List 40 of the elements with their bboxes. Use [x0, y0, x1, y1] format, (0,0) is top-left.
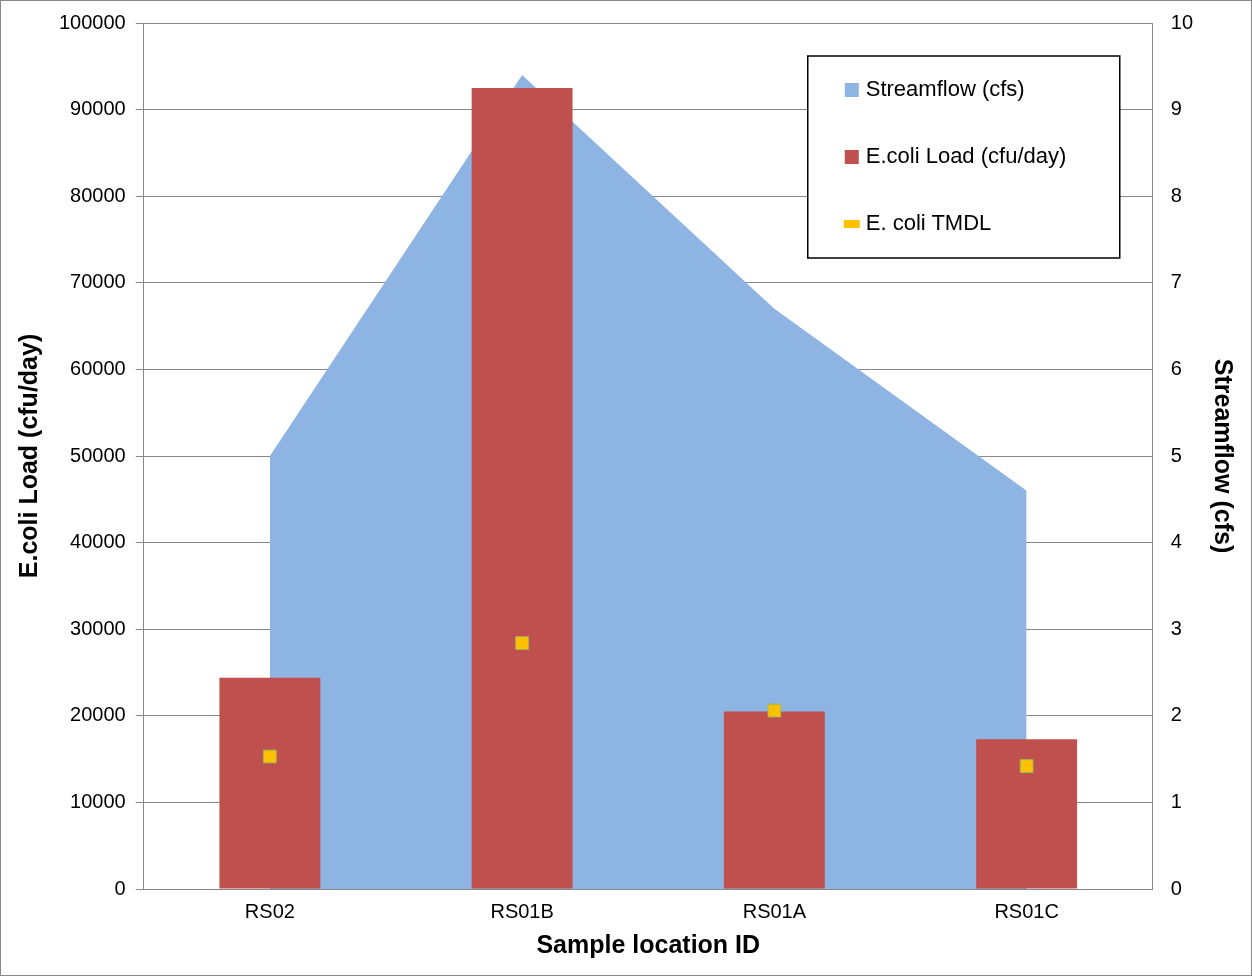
- bar: [471, 87, 573, 889]
- point: [515, 636, 529, 650]
- y-tick-label: 0: [114, 876, 126, 899]
- y2-tick-label: 3: [1170, 616, 1182, 639]
- x-tick-label: RS01C: [994, 899, 1059, 922]
- y2-axis-title: Streamflow (cfs): [1210, 358, 1239, 554]
- x-tick-label: RS01B: [490, 899, 554, 922]
- y-tick-label: 60000: [70, 356, 126, 379]
- y-tick-label: 20000: [70, 703, 126, 726]
- point: [263, 749, 277, 764]
- point: [1019, 759, 1034, 773]
- x-tick-label: RS01A: [742, 899, 807, 922]
- y-tick-label: 80000: [70, 183, 126, 206]
- y-tick-label: 40000: [70, 530, 126, 553]
- y2-tick-label: 6: [1170, 356, 1182, 379]
- x-axis-title: Sample location ID: [536, 929, 761, 958]
- y2-tick-label: 0: [1170, 876, 1182, 899]
- bar: [976, 739, 1078, 889]
- point: [767, 703, 782, 718]
- y-tick-label: 10000: [70, 789, 126, 812]
- x-tick-label: RS02: [244, 899, 295, 922]
- y-tick-label: 100000: [58, 10, 126, 33]
- y2-tick-label: 10: [1170, 10, 1193, 33]
- y-tick-label: 90000: [70, 97, 126, 120]
- y2-tick-label: 1: [1170, 789, 1182, 812]
- y2-tick-label: 2: [1170, 703, 1182, 726]
- y-tick-label: 50000: [70, 443, 126, 466]
- y2-tick-label: 8: [1170, 183, 1182, 206]
- legend-label: Streamflow (cfs): [865, 76, 1025, 102]
- y2-tick-label: 7: [1170, 270, 1182, 293]
- y2-tick-label: 4: [1170, 530, 1182, 553]
- legend-label: E.coli Load (cfu/day): [865, 143, 1067, 169]
- y2-tick-label: 5: [1170, 443, 1182, 466]
- y2-tick-label: 9: [1170, 97, 1182, 120]
- y-tick-label: 70000: [70, 270, 126, 293]
- bar: [219, 677, 321, 889]
- bar: [723, 711, 825, 889]
- y-axis-title: E.coli Load (cfu/day): [13, 333, 42, 579]
- y-tick-label: 30000: [70, 616, 126, 639]
- legend-label: E. coli TMDL: [865, 210, 992, 236]
